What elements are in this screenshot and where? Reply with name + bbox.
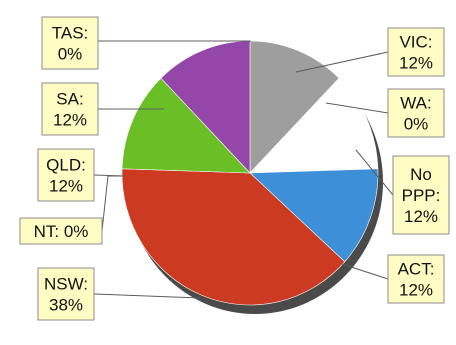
callout-text-qld-1: 12% bbox=[49, 177, 83, 196]
pie-slice-vic bbox=[249, 40, 340, 174]
pie-slice-qld bbox=[121, 77, 251, 174]
callout-box-vic bbox=[387, 27, 445, 77]
callout-text-vic-1: 12% bbox=[399, 54, 433, 73]
callout-tas: TAS: 0% bbox=[41, 16, 99, 70]
pie-slice-act bbox=[249, 168, 379, 263]
pie-slice-no-ppp bbox=[249, 77, 379, 174]
callout-box-sa bbox=[41, 82, 99, 136]
callout-text-no-ppp-1: PPP: bbox=[402, 186, 441, 205]
callout-text-wa-1: 0% bbox=[404, 115, 429, 134]
callout-box-nsw bbox=[37, 267, 95, 321]
callout-text-qld-0: QLD: bbox=[46, 156, 86, 175]
callout-text-nsw-0: NSW: bbox=[44, 275, 88, 294]
leader-line-no-ppp bbox=[355, 149, 394, 196]
callout-qld: QLD: 12% bbox=[37, 148, 95, 202]
callout-box-tas bbox=[41, 16, 99, 70]
leader-line-vic bbox=[295, 51, 389, 73]
leader-line-tas bbox=[98, 40, 251, 42]
callout-text-tas-0: TAS: bbox=[52, 24, 89, 43]
leader-line-act bbox=[341, 263, 389, 280]
callout-text-tas-1: 0% bbox=[58, 45, 83, 64]
callout-act: ACT: 12% bbox=[387, 254, 445, 304]
callout-text-act-1: 12% bbox=[399, 281, 433, 300]
callout-box-no-ppp bbox=[392, 155, 450, 235]
callout-wa: WA: 0% bbox=[387, 88, 445, 138]
callout-vic: VIC: 12% bbox=[387, 27, 445, 77]
callout-text-nt-0: NT: 0% bbox=[34, 222, 89, 241]
callout-text-no-ppp-2: 12% bbox=[404, 207, 438, 226]
callout-sa: SA: 12% bbox=[41, 82, 99, 136]
callout-box-nt bbox=[19, 217, 103, 245]
callout-text-wa-0: WA: bbox=[400, 94, 431, 113]
callout-box-act bbox=[387, 254, 445, 304]
callout-box-wa bbox=[387, 88, 445, 138]
callout-text-act-0: ACT: bbox=[398, 260, 435, 279]
callout-nt: NT: 0% bbox=[19, 217, 103, 245]
callout-nsw: NSW: 38% bbox=[37, 267, 95, 321]
slice-labels: VIC: 12% WA: 0% No PPP: 12% ACT: 12% NSW: 38% NT: 0… bbox=[19, 16, 450, 321]
leader-line-nsw bbox=[93, 293, 201, 299]
leader-line-wa bbox=[325, 102, 389, 114]
leader-lines bbox=[93, 40, 394, 299]
callout-text-sa-1: 12% bbox=[53, 111, 87, 130]
callout-text-no-ppp-0: No bbox=[410, 165, 432, 184]
callout-no-ppp: No PPP: 12% bbox=[392, 155, 450, 235]
leader-line-nt bbox=[101, 175, 124, 232]
callout-text-vic-0: VIC: bbox=[399, 33, 432, 52]
pie-slices bbox=[121, 40, 379, 306]
callout-text-sa-0: SA: bbox=[56, 90, 83, 109]
callout-text-nsw-1: 38% bbox=[49, 296, 83, 315]
pie-slice-nsw bbox=[121, 168, 346, 306]
callout-box-qld bbox=[37, 148, 95, 202]
leader-line-qld bbox=[93, 174, 125, 177]
